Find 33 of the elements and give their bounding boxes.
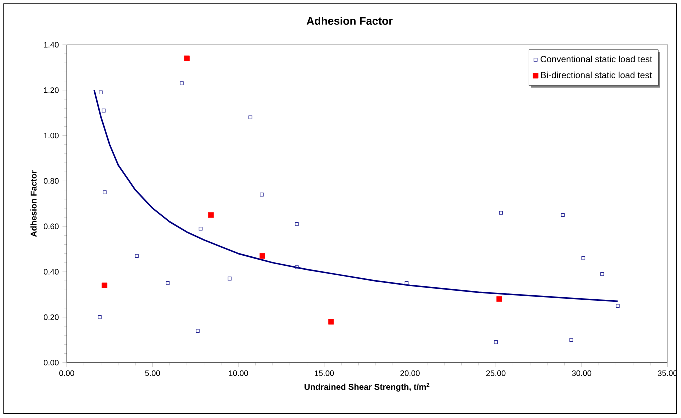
point	[184, 56, 190, 62]
legend-label: Bi-directional static load test	[541, 72, 652, 79]
point	[103, 190, 107, 195]
chart-title: Adhesion Factor	[306, 17, 393, 26]
point	[582, 256, 586, 260]
point	[295, 266, 299, 270]
point	[99, 90, 103, 95]
point	[295, 222, 299, 226]
point	[328, 319, 334, 325]
point	[208, 212, 214, 218]
point	[198, 227, 203, 231]
point	[616, 304, 620, 308]
point	[600, 272, 604, 276]
point	[404, 282, 409, 286]
point	[248, 116, 253, 120]
point	[499, 211, 504, 215]
point	[570, 338, 574, 342]
point	[260, 253, 266, 260]
point	[228, 277, 232, 281]
point	[135, 254, 139, 258]
point	[196, 329, 200, 334]
point	[494, 340, 498, 344]
point	[166, 282, 170, 286]
point	[561, 213, 565, 218]
point	[102, 282, 108, 289]
point	[98, 316, 102, 320]
legend-label: Conventional static load test	[540, 56, 652, 63]
y-axis-title: Adhesion Factor	[30, 170, 37, 238]
point	[180, 82, 184, 86]
point	[102, 109, 106, 113]
x-axis-title: Undrained Shear Strength, t/m$^{2}$	[304, 383, 430, 392]
point	[496, 296, 502, 302]
point	[260, 193, 264, 197]
